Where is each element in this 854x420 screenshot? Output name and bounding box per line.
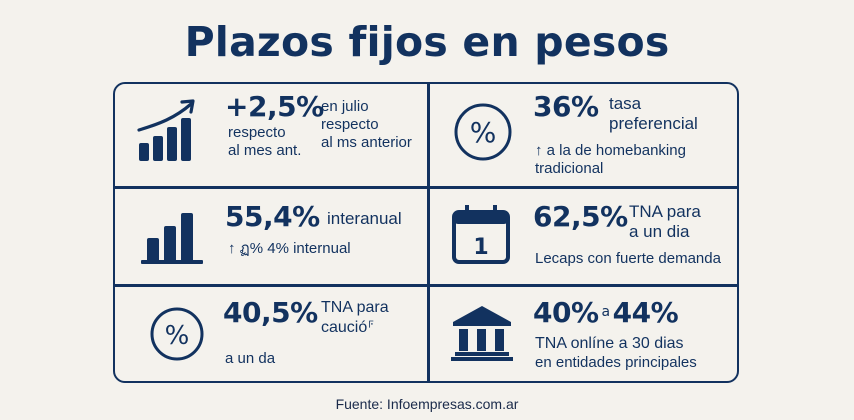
bar-chart-icon [141,213,203,264]
stat-sublabel: a un da [225,350,276,367]
stat-card-yearly: 55,4% interanual ↑ ฏ% 4% internual [115,188,427,284]
grid-divider-horizontal [115,284,737,287]
stat-card-monthly: +2,5% en julio respecto al ms anterior r… [115,84,427,186]
stat-card-lecaps: 1 62,5% TNA para a un dia Lecaps con fue… [429,188,737,284]
stat-card-caucion: % 40,5% TNA para caució⸁ a un da [115,286,427,381]
page-title: Plazos fijos en pesos [184,18,670,66]
source-credit: Fuente: Infoempresas.com.ar [335,396,519,412]
stat-value: +2,5% [225,90,324,123]
grid-divider-vertical [427,84,430,381]
stat-sublabel: ↑ ฏ% 4% internual [228,240,351,257]
stat-sublabel: Lecaps con fuerte demanda [535,250,721,267]
grid-divider-horizontal [115,186,737,189]
stat-label: TNA para a un dia [629,202,701,241]
svg-text:%: % [470,116,497,149]
stat-card-preferential-rate: % 36% tasa preferencial ↑ a la de homeba… [429,84,737,186]
svg-text:%: % [165,321,190,351]
stat-value-range: 40% a 44% [533,296,679,329]
stats-grid: +2,5% en julio respecto al ms anterior r… [113,82,739,383]
stat-label: interanual [327,209,402,228]
stat-sublabel: TNA onlíne a 30 dias en entidades princi… [535,335,697,371]
calendar-icon: 1 [452,205,510,264]
stat-sublabel: respecto al mes ant. [228,124,302,159]
stat-value: 40,5% [223,296,318,329]
stat-value: 36% [533,90,599,123]
stat-value: 55,4% [225,200,320,233]
percent-circle-icon: % [454,103,512,161]
stat-label: TNA para caució⸁ [321,299,389,336]
percent-circle-icon: % [150,307,204,361]
stat-sublabel: ↑ a la de homebanking tradicional [535,142,686,177]
stat-card-online-rate: 40% a 44% TNA onlíne a 30 dias en entidade… [429,286,737,381]
growth-chart-icon [137,99,195,161]
stat-value: 62,5% [533,200,628,233]
bank-building-icon [451,306,513,361]
stat-label: en julio respecto al ms anterior [321,98,412,151]
svg-text:1: 1 [473,235,488,260]
stat-label: tasa preferencial [609,94,698,133]
